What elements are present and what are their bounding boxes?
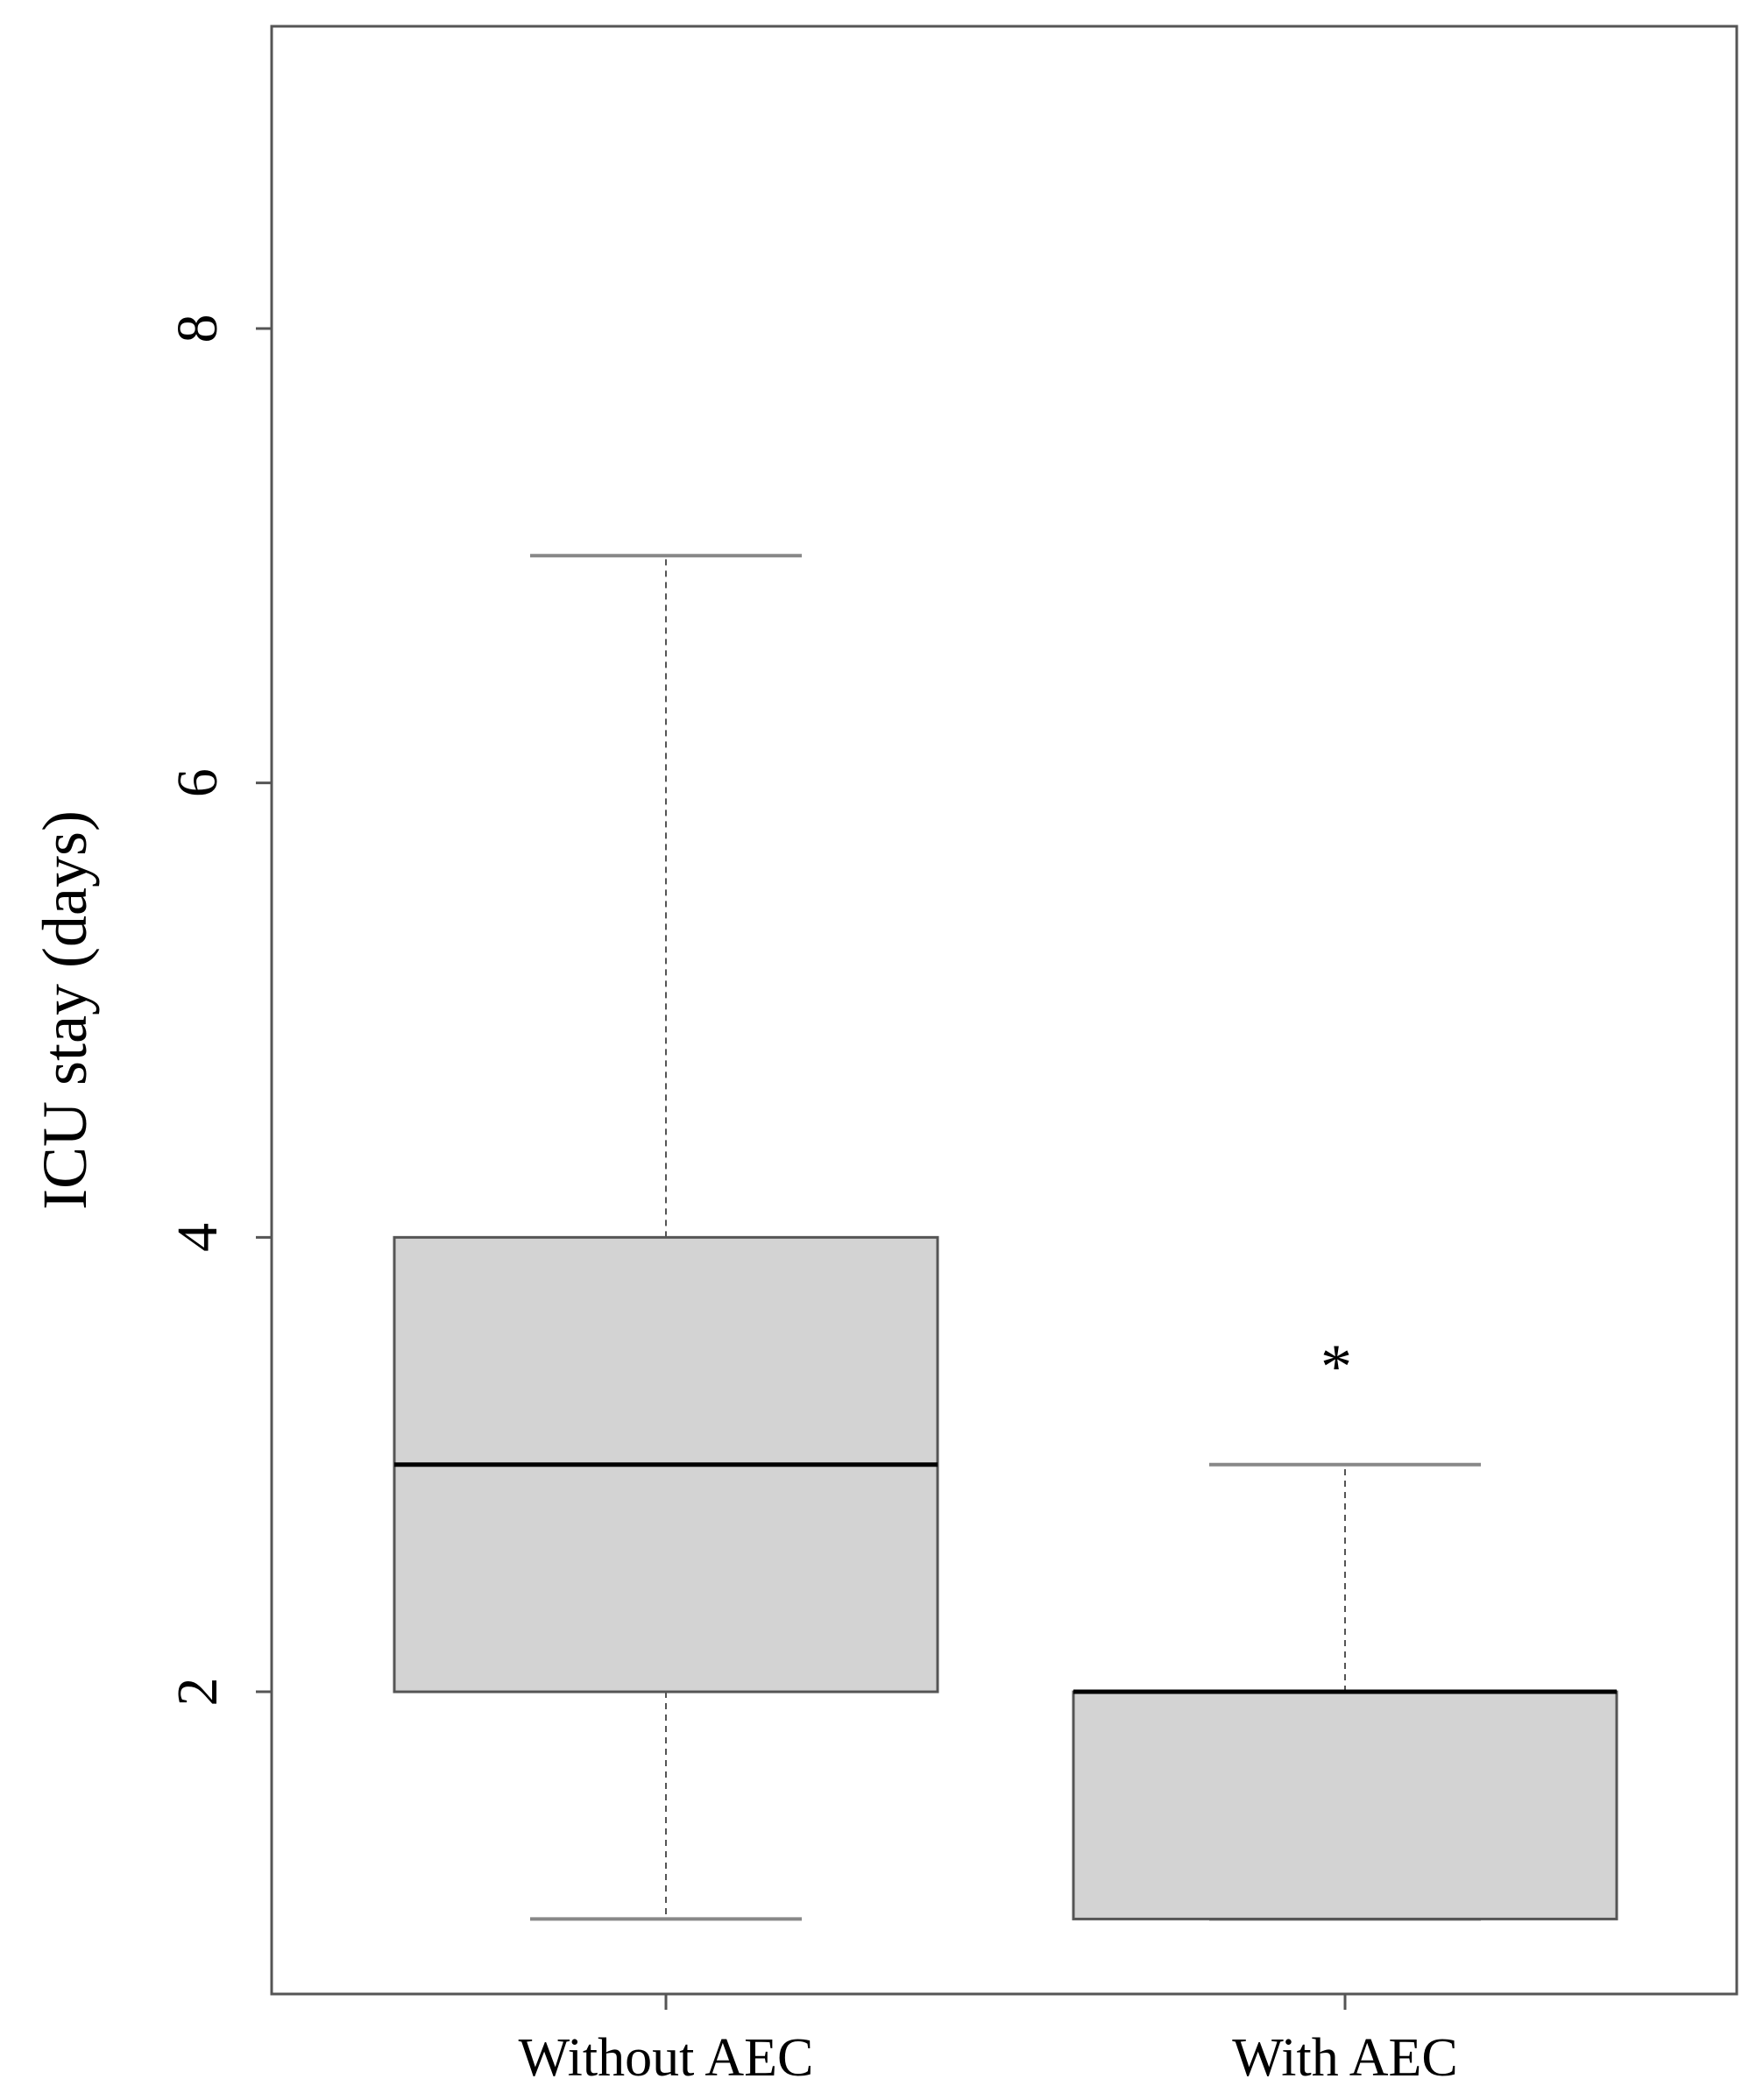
y-tick-label: 8 [166,314,230,343]
x-category-label: With AEC [1232,2028,1458,2088]
significance-marker: * [1321,1332,1352,1402]
annotations: * [1321,1332,1352,1402]
y-axis-label: ICU stay (days) [30,810,100,1210]
box-0 [393,554,939,1921]
box-1 [1072,1462,1618,1921]
x-category-label: Without AEC [519,2028,814,2088]
y-tick-label: 2 [166,1678,230,1707]
y-tick-label: 6 [166,768,230,797]
y-tick-label: 4 [166,1223,230,1252]
y-axis: 2 4 6 8 [166,314,272,1707]
plot-frame [270,25,1738,1996]
iqr-box [1072,1690,1618,1920]
x-axis: Without AEC With AEC [519,1994,1458,2088]
boxes [393,554,1618,1921]
